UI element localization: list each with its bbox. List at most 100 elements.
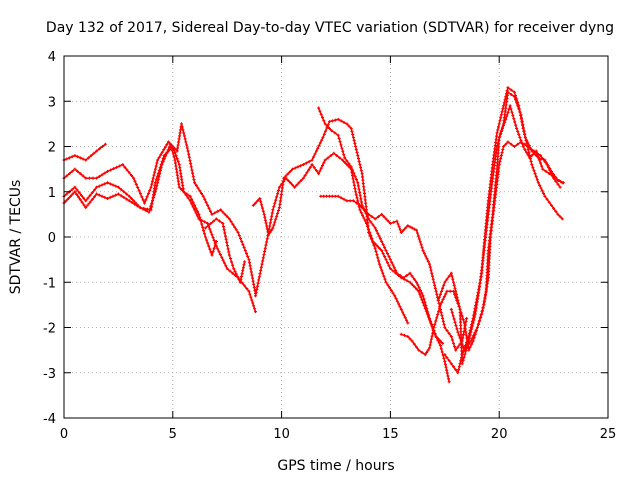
data-point-marker xyxy=(405,318,409,322)
data-point-marker xyxy=(441,297,445,301)
data-point-marker xyxy=(447,274,451,278)
data-point-marker xyxy=(558,185,562,189)
data-point-marker xyxy=(213,211,217,215)
data-point-marker xyxy=(515,97,519,101)
data-point-marker xyxy=(153,190,157,194)
data-point-marker xyxy=(479,278,483,282)
data-point-marker xyxy=(223,212,227,216)
data-point-marker xyxy=(209,230,213,234)
data-point-marker xyxy=(176,146,180,150)
data-point-marker xyxy=(339,119,343,123)
data-point-marker xyxy=(80,200,84,204)
data-point-marker xyxy=(367,217,371,221)
data-point-marker xyxy=(373,242,377,246)
data-point-marker xyxy=(177,182,181,186)
data-point-marker xyxy=(321,135,325,139)
data-point-marker xyxy=(196,186,200,190)
data-point-marker xyxy=(273,201,277,205)
data-point-marker xyxy=(237,233,241,237)
data-point-marker xyxy=(451,314,455,318)
data-point-marker xyxy=(485,285,489,289)
data-point-marker xyxy=(373,226,377,230)
data-point-marker xyxy=(499,132,503,136)
data-point-marker xyxy=(503,109,507,113)
data-point-marker xyxy=(494,151,498,155)
data-point-marker xyxy=(339,196,343,200)
data-point-marker xyxy=(479,313,483,317)
y-tick-label: 0 xyxy=(48,231,56,246)
data-point-marker xyxy=(470,342,474,346)
data-point-marker xyxy=(359,200,363,204)
data-point-marker xyxy=(429,340,433,344)
data-point-marker xyxy=(415,280,419,284)
data-point-marker xyxy=(468,329,472,333)
data-point-marker xyxy=(528,154,532,158)
data-point-marker xyxy=(148,188,152,192)
data-point-marker xyxy=(457,301,461,305)
data-point-marker xyxy=(495,148,499,152)
data-point-marker xyxy=(457,368,461,372)
data-point-marker xyxy=(527,144,531,148)
data-point-marker xyxy=(225,267,229,271)
data-point-marker xyxy=(90,191,94,195)
data-point-marker xyxy=(277,185,281,189)
data-point-marker xyxy=(165,151,169,155)
data-point-marker xyxy=(417,289,421,293)
data-point-marker xyxy=(326,156,330,160)
data-point-marker xyxy=(431,331,435,335)
data-point-marker xyxy=(509,88,513,92)
x-axis-label: GPS time / hours xyxy=(277,458,394,474)
data-point-marker xyxy=(487,263,491,267)
data-point-marker xyxy=(100,173,104,177)
data-point-marker xyxy=(383,246,387,250)
data-point-marker xyxy=(203,197,207,201)
data-point-marker xyxy=(486,205,490,209)
data-point-marker xyxy=(473,331,477,335)
data-point-marker xyxy=(493,147,497,151)
data-point-marker xyxy=(539,186,543,190)
data-point-marker xyxy=(495,161,499,165)
data-point-marker xyxy=(459,323,463,327)
data-point-marker xyxy=(392,266,396,270)
data-point-marker xyxy=(339,143,343,147)
data-point-marker xyxy=(486,202,490,206)
data-point-marker xyxy=(97,174,101,178)
data-point-marker xyxy=(393,294,397,298)
data-point-marker xyxy=(495,145,499,148)
data-point-marker xyxy=(84,176,88,180)
data-point-marker xyxy=(274,198,278,202)
data-point-marker xyxy=(459,327,463,331)
data-point-marker xyxy=(242,246,246,250)
data-point-marker xyxy=(446,374,450,378)
data-point-marker xyxy=(405,273,409,277)
data-point-marker xyxy=(247,289,251,293)
data-point-marker xyxy=(469,326,473,329)
data-point-marker xyxy=(161,160,165,164)
data-point-marker xyxy=(497,138,501,142)
data-point-marker xyxy=(431,277,435,281)
data-point-marker xyxy=(462,355,466,359)
data-point-marker xyxy=(227,253,231,257)
data-point-marker xyxy=(385,252,389,256)
data-point-marker xyxy=(276,208,280,212)
data-point-marker xyxy=(173,158,177,162)
data-point-marker xyxy=(483,294,487,298)
data-point-marker xyxy=(355,196,359,200)
data-point-marker xyxy=(462,348,466,352)
data-point-marker xyxy=(88,193,92,197)
data-point-marker xyxy=(488,186,492,190)
data-point-marker xyxy=(121,163,125,167)
data-point-marker xyxy=(92,188,96,192)
data-point-marker xyxy=(438,306,442,310)
data-point-marker xyxy=(481,256,485,260)
data-point-marker xyxy=(106,181,110,185)
data-point-marker xyxy=(490,225,494,229)
data-point-marker xyxy=(435,316,439,320)
data-point-marker xyxy=(364,210,368,214)
data-point-marker xyxy=(453,320,457,324)
data-point-marker xyxy=(147,210,151,214)
data-point-marker xyxy=(483,234,487,238)
data-point-marker xyxy=(327,120,331,124)
data-point-marker xyxy=(78,156,82,160)
